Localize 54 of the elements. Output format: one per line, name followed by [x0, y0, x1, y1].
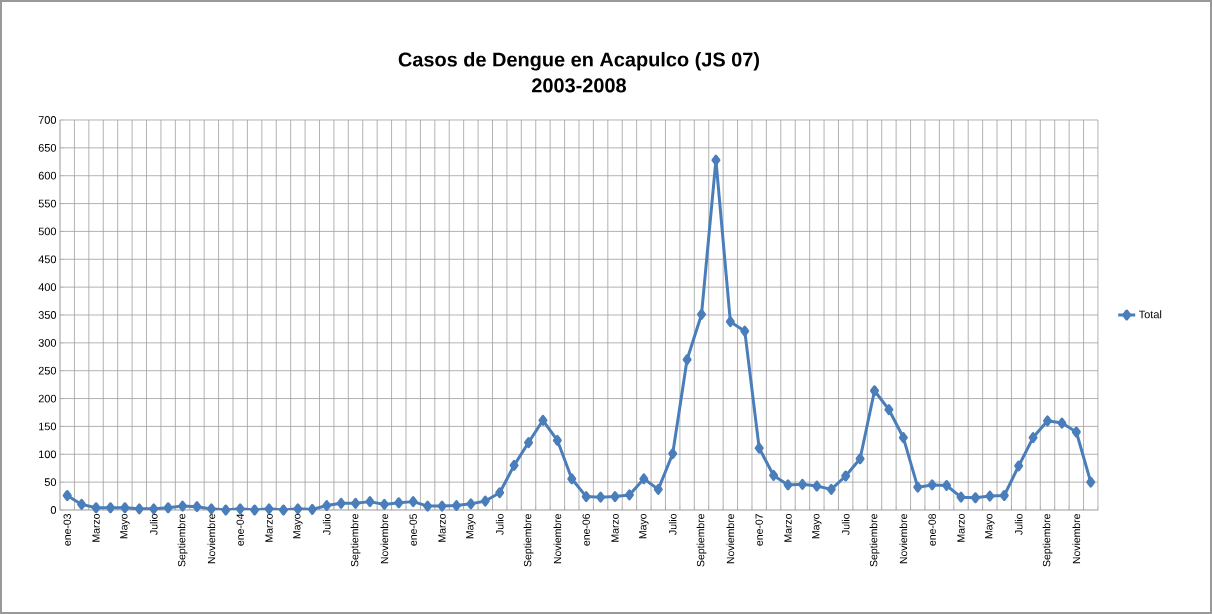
chart-title: Casos de Dengue en Acapulco (JS 07)	[398, 51, 759, 71]
x-tick-label: Julio	[668, 513, 677, 535]
x-tick-label: ene-07	[755, 514, 763, 546]
y-tick-label: 500	[38, 227, 57, 236]
y-tick-label: 600	[38, 171, 57, 180]
y-tick-label: 300	[38, 338, 57, 347]
x-tick-label: ene-05	[409, 513, 417, 546]
x-tick-label: Mayo	[985, 513, 995, 539]
y-tick-label: 200	[38, 394, 57, 403]
x-tick-label: Noviembre	[726, 513, 735, 564]
x-tick-label: Noviembre	[380, 513, 389, 564]
x-tick-label: Septiembre	[696, 513, 707, 567]
y-tick-label: 650	[38, 143, 57, 152]
x-tick-label: ene-03	[63, 513, 71, 546]
y-tick-label: 400	[38, 283, 57, 292]
y-tick-label: 50	[44, 478, 57, 487]
legend-label: Total	[1138, 310, 1162, 319]
y-tick-label: 700	[38, 116, 57, 124]
x-tick-label: Julio	[495, 513, 504, 535]
y-tick-label: 450	[38, 255, 57, 264]
x-tick-label: Septiembre	[350, 513, 361, 567]
x-tick-label: Mayo	[812, 513, 822, 539]
x-tick-label: Julio	[1014, 513, 1023, 535]
x-tick-label: Mayo	[293, 513, 303, 539]
y-tick-label: 0	[50, 506, 57, 514]
y-tick-label: 350	[38, 311, 57, 319]
x-tick-label: Marzo	[784, 513, 792, 542]
x-tick-label: ene-08	[928, 513, 936, 546]
x-tick-label: Septiembre	[869, 513, 880, 567]
x-tick-label: Julio	[149, 513, 158, 535]
x-tick-label: Julio	[841, 513, 850, 535]
x-tick-label: Marzo	[92, 513, 100, 542]
x-tick-label: Marzo	[957, 513, 965, 542]
y-tick-label: 150	[39, 422, 57, 431]
chart-subtitle: 2003-2008	[532, 78, 626, 93]
x-tick-label: Marzo	[611, 513, 619, 542]
x-tick-label: ene-04	[236, 513, 244, 546]
x-tick-label: Noviembre	[207, 513, 216, 564]
x-tick-label: Noviembre	[1072, 513, 1081, 564]
y-tick-label: 100	[39, 450, 57, 459]
x-tick-label: Marzo	[438, 513, 446, 542]
x-tick-label: Septiembre	[523, 513, 534, 567]
x-tick-label: Septiembre	[1042, 513, 1053, 567]
x-tick-label: Mayo	[120, 513, 130, 539]
x-tick-label: Noviembre	[553, 513, 562, 564]
x-tick-label: Noviembre	[899, 513, 908, 564]
y-tick-label: 250	[38, 366, 57, 375]
x-tick-label: Julio	[322, 513, 331, 535]
x-tick-label: Septiembre	[177, 513, 188, 567]
x-tick-label: Mayo	[466, 513, 476, 539]
x-tick-label: ene-06	[582, 513, 590, 546]
x-tick-label: Mayo	[639, 513, 649, 539]
x-tick-label: Marzo	[265, 513, 273, 542]
y-tick-label: 550	[38, 199, 57, 208]
